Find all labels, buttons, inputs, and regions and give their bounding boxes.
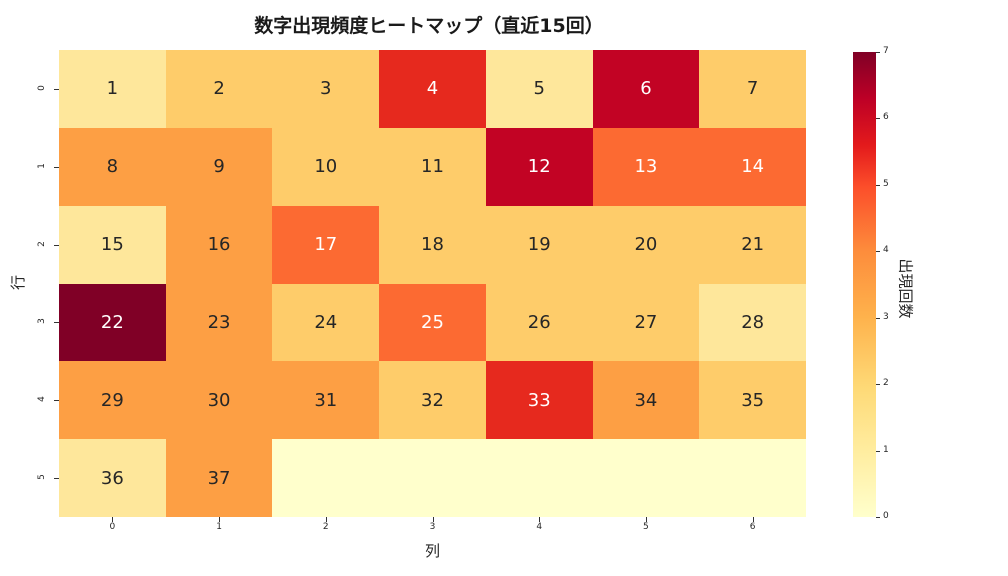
heatmap-cell: 31 — [272, 361, 380, 440]
y-tick-mark — [54, 244, 59, 246]
heatmap-cell: 33 — [485, 361, 593, 440]
y-axis-label: 行 — [9, 274, 28, 291]
x-tick-mark — [432, 517, 434, 522]
y-tick-label: 1 — [37, 162, 47, 169]
x-tick-label: 3 — [429, 522, 436, 532]
colorbar-tick-label: 4 — [883, 245, 889, 256]
heatmap-cell: 9 — [165, 127, 273, 206]
heatmap-cell: 19 — [485, 205, 593, 284]
x-tick-mark — [219, 517, 221, 522]
heatmap-cell: 8 — [59, 127, 166, 206]
heatmap-cell: 17 — [272, 205, 380, 284]
colorbar-tick-mark — [876, 384, 880, 386]
heatmap-cell: 22 — [59, 283, 166, 362]
heatmap-cell — [699, 439, 806, 517]
colorbar-tick-mark — [876, 118, 880, 120]
heatmap-cell: 36 — [59, 439, 166, 517]
colorbar-tick-label: 0 — [883, 511, 889, 521]
heatmap-cell: 1 — [59, 50, 166, 128]
heatmap-cell: 2 — [165, 50, 273, 128]
heatmap-cell: 18 — [379, 205, 486, 284]
heatmap-cell: 34 — [592, 361, 700, 440]
colorbar-tick-label: 7 — [883, 46, 889, 56]
y-tick-label: 3 — [37, 318, 47, 325]
heatmap-cell: 16 — [165, 205, 273, 284]
x-tick-mark — [325, 517, 327, 522]
heatmap-cell: 6 — [592, 50, 700, 128]
heatmap-cell: 3 — [272, 50, 380, 128]
colorbar-tick-label: 2 — [883, 378, 889, 389]
heatmap-cell: 37 — [165, 439, 273, 517]
heatmap-cell: 21 — [699, 205, 806, 284]
heatmap-cell: 32 — [379, 361, 486, 440]
heatmap-cell: 26 — [485, 283, 593, 362]
colorbar — [853, 52, 876, 517]
colorbar-tick-label: 3 — [883, 311, 889, 322]
colorbar-tick-mark — [876, 450, 880, 452]
x-tick-label: 5 — [643, 522, 649, 532]
y-tick-label: 5 — [37, 474, 47, 480]
colorbar-tick-label: 5 — [883, 178, 889, 189]
heatmap-cell: 35 — [699, 361, 806, 440]
heatmap-cell: 20 — [592, 205, 700, 284]
heatmap-grid: 1 2 3 4 5 6 7 8 9 10 11 12 13 14 15 16 17 18 19 20 21 22 23 24 2… — [59, 50, 806, 517]
colorbar-label: 出現回数 — [896, 258, 915, 319]
heatmap-cell: 29 — [59, 361, 166, 440]
y-tick-label: 2 — [37, 240, 47, 247]
colorbar-tick-label: 6 — [883, 112, 889, 123]
heatmap-cell: 5 — [485, 50, 593, 128]
heatmap-cell: 27 — [592, 283, 700, 362]
heatmap-cell: 11 — [379, 127, 486, 206]
colorbar-tick-mark — [876, 251, 880, 253]
y-tick-mark — [54, 166, 59, 168]
heatmap-cell: 30 — [165, 361, 273, 440]
heatmap-cell — [272, 439, 380, 517]
heatmap-cell: 23 — [165, 283, 273, 362]
x-tick-mark — [752, 517, 754, 522]
colorbar-tick-mark — [876, 517, 880, 518]
colorbar-tick-mark — [876, 184, 880, 186]
heatmap-cell: 28 — [699, 283, 806, 362]
heatmap-cell: 13 — [592, 127, 700, 206]
x-tick-label: 2 — [322, 522, 329, 532]
x-tick-mark — [539, 517, 541, 522]
colorbar-tick-label: 1 — [883, 444, 889, 455]
y-tick-mark — [54, 478, 59, 480]
x-tick-mark — [112, 517, 114, 522]
y-tick-label: 4 — [37, 396, 47, 403]
heatmap-cell: 25 — [379, 283, 486, 362]
heatmap-cell: 7 — [699, 50, 806, 128]
heatmap-cell: 10 — [272, 127, 380, 206]
heatmap-cell: 15 — [59, 205, 166, 284]
y-tick-mark — [54, 400, 59, 402]
x-tick-label: 0 — [109, 522, 116, 532]
y-tick-mark — [54, 88, 59, 90]
colorbar-tick-mark — [876, 52, 880, 53]
heatmap-cell: 14 — [699, 127, 806, 206]
heatmap-cell: 24 — [272, 283, 380, 362]
colorbar-tick-mark — [876, 317, 880, 319]
x-axis-label: 列 — [424, 542, 440, 560]
chart-title: 数字出現頻度ヒートマップ（直近15回） — [254, 15, 604, 37]
x-tick-label: 6 — [749, 522, 756, 532]
heatmap-cell: 4 — [379, 50, 486, 128]
y-tick-label: 0 — [37, 85, 47, 91]
heatmap-cell — [379, 439, 486, 517]
x-tick-label: 4 — [536, 522, 543, 532]
heatmap-cell: 12 — [485, 127, 593, 206]
x-tick-mark — [645, 517, 647, 522]
heatmap-cell — [592, 439, 700, 517]
y-tick-mark — [54, 322, 59, 324]
heatmap-cell — [485, 439, 593, 517]
x-tick-label: 1 — [216, 522, 222, 532]
